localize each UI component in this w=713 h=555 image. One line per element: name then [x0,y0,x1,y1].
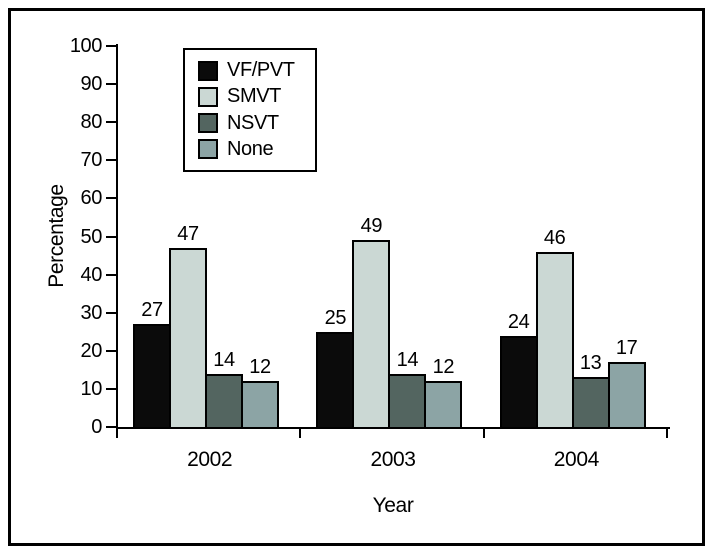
x-axis-group-tick [482,427,485,438]
legend: VF/PVT SMVT NSVT None [183,48,317,172]
bar-none [424,381,463,429]
x-axis-group-tick [299,427,302,438]
legend-swatch-icon [198,113,218,134]
y-tick-label: 10 [80,377,103,400]
y-axis-line [116,44,118,438]
bar-value-label: 25 [324,306,347,329]
y-tick-label: 20 [80,339,103,362]
bar-none [607,362,646,429]
bar-value-label: 24 [507,310,530,333]
legend-swatch-icon [198,139,218,160]
bar-vf-pvt [499,335,538,429]
y-axis-tick [106,311,116,314]
y-tick-label: 60 [80,187,103,210]
bar-none [241,381,279,429]
bar-value-label: 46 [543,226,566,249]
legend-item: VF/PVT [198,58,315,83]
bar-value-label: 27 [141,299,163,322]
bar-nsvt [571,377,610,429]
y-axis-tick [106,159,116,162]
y-tick-label: 70 [80,149,103,172]
legend-swatch-icon [198,86,218,107]
legend-label: SMVT [227,85,281,108]
x-axis-title: Year [372,494,414,517]
bar-value-label: 14 [396,348,419,371]
chart-frame [8,8,705,546]
y-tick-label: 40 [80,263,103,286]
category-label: 2002 [187,448,233,471]
bar-nsvt [388,373,427,429]
legend-item: NSVT [198,111,315,136]
bar-smvt [169,247,207,429]
bar-smvt [352,240,391,429]
y-axis-tick [106,273,116,276]
legend-item: None [198,137,315,162]
y-axis-tick [106,426,116,428]
bar-value-label: 17 [615,337,638,360]
bar-smvt [535,251,574,429]
y-axis-tick [106,197,116,200]
y-tick-label: 90 [80,73,103,96]
legend-label: VF/PVT [227,59,295,81]
legend-swatch-icon [198,60,218,81]
y-tick-label: 30 [80,301,103,324]
y-axis-tick [106,387,116,390]
bar-value-label: 47 [177,222,199,245]
bar-value-label: 49 [360,215,383,238]
bar-value-label: 14 [213,348,235,371]
y-tick-label: 100 [69,35,103,57]
bar-vf-pvt [133,324,171,429]
bar-nsvt [205,373,243,429]
y-axis-tick [106,45,116,47]
y-tick-label: 80 [80,111,103,134]
x-axis-group-tick [666,427,668,438]
bar-value-label: 12 [249,356,271,379]
bar-vf-pvt [316,331,355,429]
category-label: 2003 [370,448,416,471]
category-label: 2004 [553,448,600,471]
legend-label: None [227,137,274,160]
bar-value-label: 13 [579,352,602,375]
y-axis-tick [106,235,116,238]
y-axis-tick [106,121,116,124]
legend-item: SMVT [198,84,315,109]
bar-value-label: 12 [432,356,455,379]
y-axis-tick [106,349,116,352]
legend-label: NSVT [227,111,279,134]
y-axis-tick [106,83,116,86]
y-tick-label: 0 [91,416,102,438]
y-tick-label: 50 [80,225,103,248]
